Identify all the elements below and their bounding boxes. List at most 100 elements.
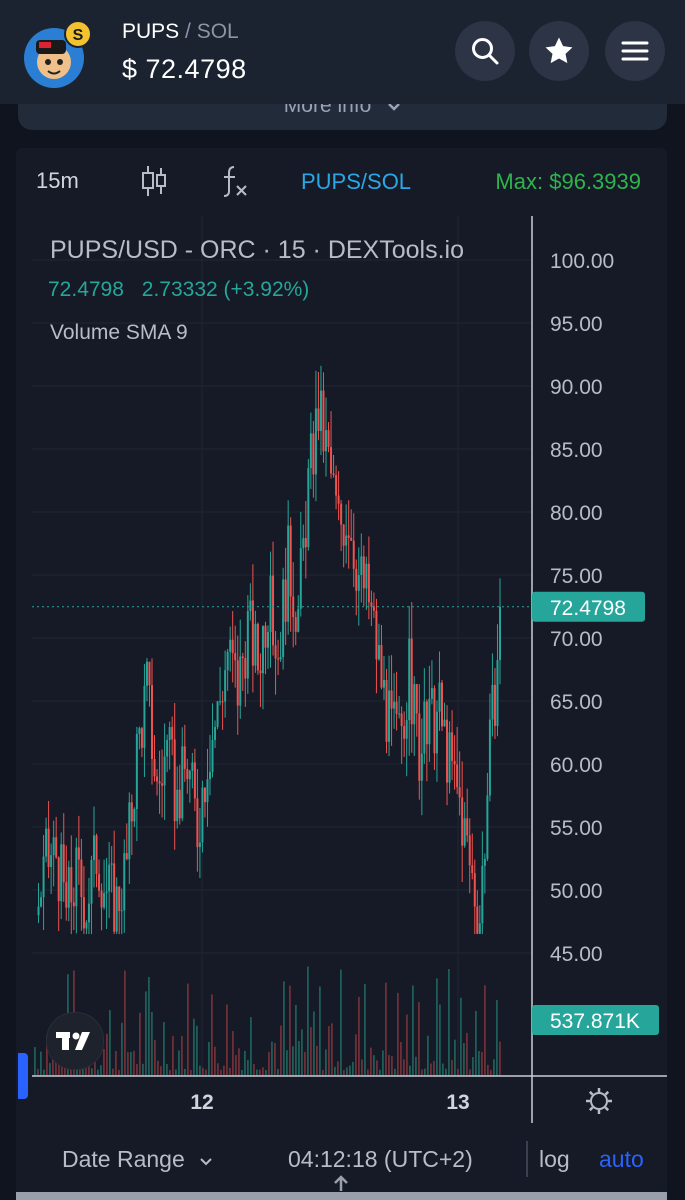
candle-body bbox=[38, 907, 40, 916]
date-range-dropdown[interactable]: Date Range bbox=[62, 1146, 213, 1173]
candle-body bbox=[317, 408, 319, 430]
volume-bar bbox=[289, 986, 291, 1076]
volume-bar bbox=[283, 981, 285, 1076]
volume-bar bbox=[286, 1050, 288, 1076]
candle-body bbox=[270, 576, 272, 632]
chart-bottom-bar: Date Range 04:12:18 (UTC+2) log auto bbox=[16, 1131, 667, 1191]
candle-body bbox=[201, 788, 203, 843]
volume-bar bbox=[445, 1069, 447, 1076]
date-range-label: Date Range bbox=[62, 1146, 185, 1172]
candle-body bbox=[113, 863, 115, 931]
volume-bar bbox=[232, 1031, 234, 1076]
volume-bar bbox=[355, 1034, 357, 1076]
candle-body bbox=[282, 579, 284, 657]
base-symbol: PUPS bbox=[122, 20, 179, 43]
candle-body bbox=[55, 837, 57, 857]
candle-body bbox=[328, 430, 330, 447]
candle-body bbox=[106, 891, 108, 893]
menu-button[interactable] bbox=[605, 21, 665, 81]
candle-body bbox=[403, 726, 405, 739]
volume-bar bbox=[211, 994, 213, 1076]
candle-body bbox=[491, 685, 493, 720]
candle-body bbox=[65, 882, 67, 907]
volume-bar bbox=[43, 1070, 45, 1076]
candle-body bbox=[461, 797, 463, 845]
volume-bar bbox=[115, 1051, 117, 1076]
gear-tooth bbox=[590, 1107, 593, 1110]
y-tick-label: 75.00 bbox=[550, 565, 603, 588]
volume-bar bbox=[226, 1004, 228, 1076]
x-tick-label: 12 bbox=[190, 1091, 213, 1114]
candle-body bbox=[386, 680, 388, 742]
volume-bar bbox=[439, 1004, 441, 1076]
candle-body bbox=[43, 857, 45, 898]
candle-body bbox=[103, 893, 105, 907]
volume-bar bbox=[256, 1070, 258, 1076]
candle-body bbox=[315, 408, 317, 474]
volume-bar bbox=[454, 1040, 456, 1076]
auto-scale-toggle[interactable]: auto bbox=[599, 1146, 644, 1173]
candle-body bbox=[249, 600, 251, 611]
candle-body bbox=[63, 844, 65, 882]
volume-bar bbox=[172, 1036, 174, 1076]
volume-bar bbox=[490, 1070, 492, 1076]
volume-bar bbox=[334, 1067, 336, 1076]
volume-bar bbox=[247, 1060, 249, 1076]
candle-body bbox=[423, 702, 425, 754]
y-tick-label: 60.00 bbox=[550, 754, 603, 777]
search-button[interactable] bbox=[455, 21, 515, 81]
candle-body bbox=[75, 847, 77, 906]
candle-body bbox=[466, 818, 468, 835]
volume-bar bbox=[49, 1063, 51, 1076]
settings-gear-icon[interactable] bbox=[586, 1088, 612, 1114]
volume-indicator-label[interactable]: Volume SMA 9 bbox=[50, 321, 188, 345]
candle-body bbox=[88, 904, 90, 923]
candle-body bbox=[355, 569, 357, 591]
candle-body bbox=[267, 632, 269, 648]
candle-body bbox=[93, 835, 95, 860]
candle-body bbox=[300, 548, 302, 609]
candle-body bbox=[433, 688, 435, 753]
clock-timezone[interactable]: 04:12:18 (UTC+2) bbox=[288, 1146, 473, 1173]
candle-body bbox=[378, 645, 380, 659]
volume-bar bbox=[205, 1070, 207, 1076]
candle-body bbox=[358, 575, 360, 591]
volume-bar bbox=[280, 1026, 282, 1076]
volume-bar bbox=[160, 1066, 162, 1076]
candle-body bbox=[479, 923, 481, 933]
candle-body bbox=[290, 526, 292, 597]
volume-bar bbox=[484, 985, 486, 1076]
candle-body bbox=[186, 769, 188, 779]
volume-bar bbox=[178, 1050, 180, 1076]
volume-bar bbox=[157, 1061, 159, 1076]
volume-bar bbox=[34, 1047, 36, 1076]
candle-body bbox=[383, 680, 385, 688]
candle-body bbox=[401, 714, 403, 727]
volume-bar bbox=[436, 978, 438, 1076]
candle-body bbox=[459, 787, 461, 797]
y-tick-label: 55.00 bbox=[550, 817, 603, 840]
volume-bar bbox=[469, 1069, 471, 1076]
legend-last-price: 72.4798 bbox=[48, 278, 124, 301]
volume-bar bbox=[40, 1052, 42, 1076]
pups-token-logo-icon: S bbox=[22, 20, 92, 90]
volume-bar bbox=[496, 1000, 498, 1076]
volume-bar bbox=[244, 1051, 246, 1076]
candle-body bbox=[219, 701, 221, 702]
tradingview-logo[interactable] bbox=[46, 1012, 104, 1070]
volume-bar bbox=[274, 1043, 276, 1076]
quote-symbol: SOL bbox=[197, 20, 239, 43]
volume-bar bbox=[298, 1041, 300, 1076]
price-chart[interactable]: 100.00 95.00 90.00 85.00 80.00 75.00 70.00 65.0… bbox=[16, 148, 667, 1194]
volume-bar bbox=[139, 1013, 141, 1076]
legend-change: 2.73332 (+3.92%) bbox=[142, 278, 310, 301]
volume-bar bbox=[187, 984, 189, 1076]
side-panel-toggle[interactable] bbox=[18, 1053, 28, 1099]
volume-bar bbox=[217, 1063, 219, 1076]
candle-body bbox=[108, 865, 110, 892]
favorite-button[interactable] bbox=[529, 21, 589, 81]
volume-bar bbox=[325, 1049, 327, 1076]
candle-body bbox=[128, 802, 130, 859]
candle-body bbox=[194, 762, 196, 798]
log-scale-toggle[interactable]: log bbox=[539, 1146, 570, 1173]
